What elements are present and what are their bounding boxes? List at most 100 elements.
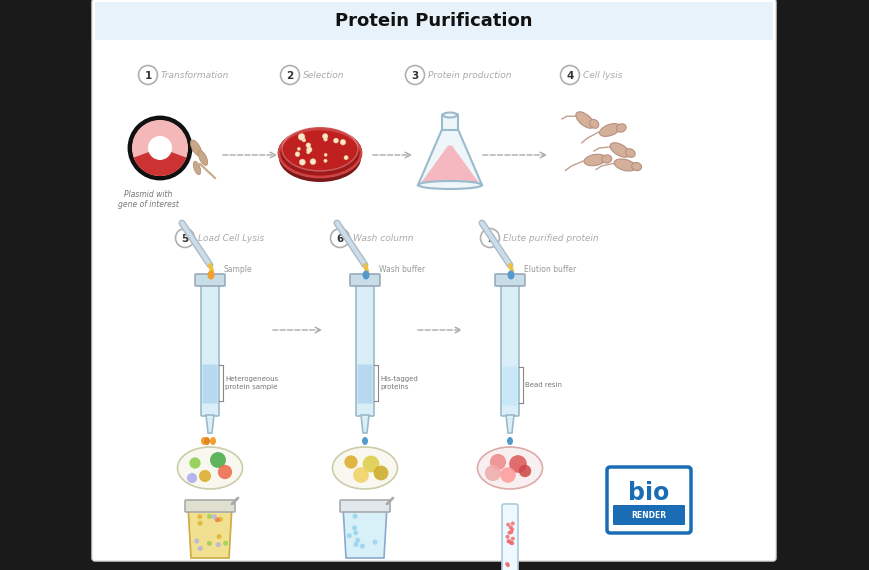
Circle shape xyxy=(216,534,222,539)
Ellipse shape xyxy=(589,120,598,128)
FancyBboxPatch shape xyxy=(92,0,775,561)
FancyBboxPatch shape xyxy=(607,467,690,533)
Circle shape xyxy=(209,452,226,468)
Ellipse shape xyxy=(625,149,634,157)
Circle shape xyxy=(194,539,199,543)
Ellipse shape xyxy=(362,271,369,279)
Ellipse shape xyxy=(631,162,640,170)
Ellipse shape xyxy=(282,127,357,171)
Text: Sample: Sample xyxy=(223,266,252,275)
Polygon shape xyxy=(361,415,368,433)
Circle shape xyxy=(508,530,513,534)
Text: His-tagged
proteins: His-tagged proteins xyxy=(380,377,417,389)
Circle shape xyxy=(149,138,169,158)
Text: Bead resin: Bead resin xyxy=(524,382,561,388)
Circle shape xyxy=(302,138,305,142)
Text: Protein production: Protein production xyxy=(428,71,511,80)
Circle shape xyxy=(352,514,357,519)
Circle shape xyxy=(129,118,189,178)
Circle shape xyxy=(353,542,358,547)
Circle shape xyxy=(480,229,499,247)
Text: 5: 5 xyxy=(181,234,189,243)
Text: Cell lysis: Cell lysis xyxy=(582,71,622,80)
Circle shape xyxy=(197,546,202,551)
Text: Wash buffer: Wash buffer xyxy=(379,266,425,275)
Circle shape xyxy=(507,539,511,543)
Ellipse shape xyxy=(609,142,629,157)
Text: 7: 7 xyxy=(486,234,493,243)
Text: Heterogeneous
protein sample: Heterogeneous protein sample xyxy=(225,377,278,389)
Circle shape xyxy=(508,526,512,530)
Ellipse shape xyxy=(442,112,456,117)
Text: 6: 6 xyxy=(336,234,343,243)
Polygon shape xyxy=(421,147,479,183)
FancyBboxPatch shape xyxy=(349,274,380,286)
Circle shape xyxy=(505,535,509,539)
Text: Transformation: Transformation xyxy=(161,71,229,80)
Circle shape xyxy=(506,563,509,567)
Circle shape xyxy=(508,455,527,473)
Wedge shape xyxy=(132,120,188,176)
Circle shape xyxy=(484,465,501,481)
Circle shape xyxy=(347,533,351,538)
Circle shape xyxy=(299,159,305,165)
Circle shape xyxy=(306,150,309,154)
Text: Elute purified protein: Elute purified protein xyxy=(502,234,598,243)
Circle shape xyxy=(560,66,579,84)
Circle shape xyxy=(306,143,310,148)
Circle shape xyxy=(199,470,211,482)
Circle shape xyxy=(280,66,299,84)
Circle shape xyxy=(307,147,312,152)
Text: RENDER: RENDER xyxy=(631,511,666,520)
Circle shape xyxy=(187,473,197,483)
Polygon shape xyxy=(188,506,232,558)
Ellipse shape xyxy=(507,437,513,445)
Circle shape xyxy=(405,66,424,84)
Circle shape xyxy=(323,159,327,162)
Circle shape xyxy=(322,133,328,139)
Circle shape xyxy=(507,531,511,535)
FancyBboxPatch shape xyxy=(195,274,225,286)
Circle shape xyxy=(509,527,514,531)
Circle shape xyxy=(510,537,514,541)
Circle shape xyxy=(218,517,222,522)
Ellipse shape xyxy=(599,124,620,136)
Text: Wash column: Wash column xyxy=(353,234,413,243)
Text: Plasmid with
gene of interest: Plasmid with gene of interest xyxy=(117,190,178,209)
FancyBboxPatch shape xyxy=(494,274,524,286)
Ellipse shape xyxy=(615,124,626,132)
Circle shape xyxy=(353,530,358,535)
Ellipse shape xyxy=(362,437,368,445)
Circle shape xyxy=(197,520,202,526)
Polygon shape xyxy=(206,415,214,433)
Circle shape xyxy=(189,457,201,469)
FancyBboxPatch shape xyxy=(340,500,389,512)
Circle shape xyxy=(324,153,327,156)
FancyBboxPatch shape xyxy=(202,364,217,404)
Ellipse shape xyxy=(332,447,397,489)
Ellipse shape xyxy=(279,129,361,177)
Ellipse shape xyxy=(507,271,514,279)
Text: 1: 1 xyxy=(144,71,151,80)
Ellipse shape xyxy=(279,134,361,182)
Circle shape xyxy=(340,140,345,145)
Circle shape xyxy=(333,138,338,143)
Text: Protein Purification: Protein Purification xyxy=(335,12,532,30)
Ellipse shape xyxy=(575,112,594,128)
Text: 2: 2 xyxy=(286,71,293,80)
Text: 4: 4 xyxy=(566,71,573,80)
Circle shape xyxy=(138,66,157,84)
Polygon shape xyxy=(417,127,481,185)
Text: Elution buffer: Elution buffer xyxy=(523,266,575,275)
Circle shape xyxy=(518,465,531,477)
Circle shape xyxy=(197,514,202,519)
Circle shape xyxy=(352,526,356,530)
Circle shape xyxy=(330,229,349,247)
FancyBboxPatch shape xyxy=(201,284,219,416)
Wedge shape xyxy=(134,152,186,176)
Ellipse shape xyxy=(417,181,481,189)
Ellipse shape xyxy=(193,161,201,174)
Ellipse shape xyxy=(203,437,209,445)
Circle shape xyxy=(309,158,315,165)
Ellipse shape xyxy=(601,155,611,163)
